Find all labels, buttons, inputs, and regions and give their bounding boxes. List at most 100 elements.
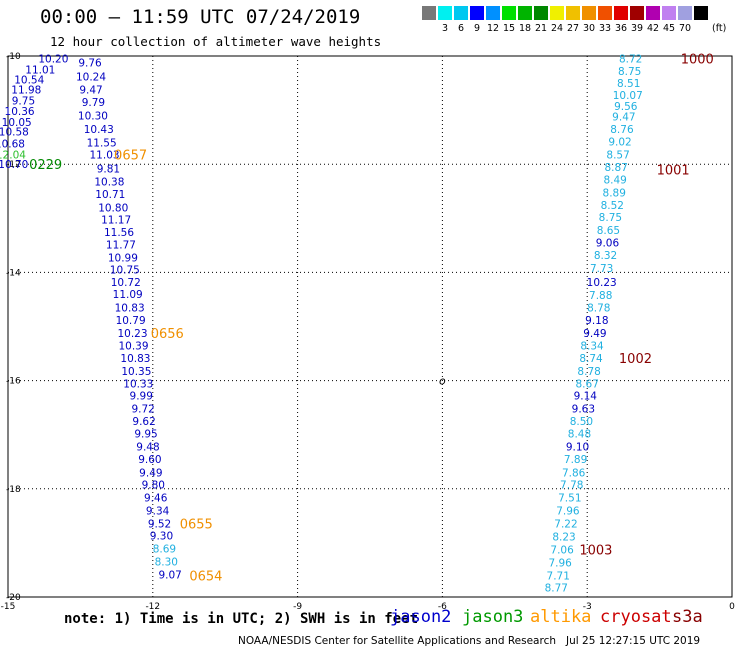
wave-height-label: 9.99: [130, 391, 153, 403]
wave-height-label: 9.10: [566, 442, 589, 454]
wave-height-label: 10.20: [38, 54, 68, 66]
wave-height-label: 8.32: [594, 250, 617, 262]
wave-height-label: 9.47: [612, 112, 635, 124]
wave-height-label: 10.99: [108, 252, 138, 264]
wave-height-label: 9.79: [82, 97, 105, 109]
wave-height-label: 9.72: [131, 404, 154, 416]
track-time-label: 0229: [29, 158, 62, 173]
color-scale-tick-label: 6: [457, 23, 465, 34]
legend-cryosat: cryosat: [600, 607, 672, 627]
wave-height-label: 11.01: [25, 65, 55, 77]
wave-height-label: 10.80: [98, 202, 128, 214]
color-swatch: [662, 6, 676, 20]
color-scale-tick-label: 42: [646, 23, 660, 34]
wave-height-label: 8.77: [545, 582, 568, 594]
wave-height-label: 10.23: [587, 277, 617, 289]
wave-height-label: 9.60: [138, 454, 161, 466]
color-scale-tick-label: 12: [486, 23, 500, 34]
color-scale-tick-label: 3: [441, 23, 449, 34]
wave-height-label: 10.38: [94, 177, 124, 189]
legend-altika: altika: [530, 607, 592, 627]
wave-height-label: 9.49: [139, 468, 162, 480]
chart-subtitle: 12 hour collection of altimeter wave hei…: [50, 34, 382, 49]
wave-height-label: 9.63: [572, 404, 595, 416]
wave-height-label: 9.80: [142, 479, 165, 491]
wave-height-label: 9.07: [158, 569, 181, 581]
y-tick-label: -16: [6, 377, 21, 387]
wave-height-label: 7.73: [590, 263, 613, 275]
wave-height-label: 8.48: [568, 429, 591, 441]
legend-jason2: jason2: [390, 607, 452, 627]
color-swatch: [470, 6, 484, 20]
y-tick-label: -14: [6, 268, 21, 278]
color-swatch: [646, 6, 660, 20]
wave-height-label: 10.07: [613, 90, 643, 102]
wave-height-label: 11.56: [104, 227, 134, 239]
track-time-label: 0656: [151, 327, 184, 342]
y-tick-label: -12: [6, 160, 21, 170]
wave-height-label: 9.48: [136, 442, 159, 454]
track-time-label: 0654: [189, 569, 222, 584]
wave-height-label: 11.98: [11, 85, 41, 97]
wave-height-label: 9.30: [150, 530, 173, 542]
color-scale-tick-label: 39: [630, 23, 644, 34]
wave-height-label: 10.72: [111, 277, 141, 289]
y-tick-label: -10: [6, 52, 21, 62]
wave-height-label: 7.71: [547, 570, 570, 582]
wave-height-label: 10.75: [110, 265, 140, 277]
credit-line: NOAA/NESDIS Center for Satellite Applica…: [238, 635, 701, 647]
wave-height-label: 8.65: [597, 225, 620, 237]
wave-height-label: 7.78: [560, 479, 583, 491]
color-scale-tick-label: 21: [534, 23, 548, 34]
note-text: note: 1) Time is in UTC; 2) SWH is in fe…: [64, 611, 419, 627]
wave-height-label: 7.86: [562, 468, 586, 480]
color-scale-unit: (ft): [712, 23, 727, 34]
color-scale-tick-label: 70: [678, 23, 692, 34]
wave-height-label: 10.33: [123, 378, 153, 390]
wave-height-label: 10.05: [2, 117, 32, 129]
wave-height-label: 9.49: [583, 328, 606, 340]
color-swatch: [630, 6, 644, 20]
legend-s3a: s3a: [672, 607, 703, 627]
wave-height-label: 10.43: [84, 124, 114, 136]
color-swatch: [566, 6, 580, 20]
color-swatch: [486, 6, 500, 20]
wave-height-label: 11.55: [87, 138, 117, 150]
wave-height-label: 8.74: [579, 353, 603, 365]
wave-height-label: 9.52: [148, 518, 171, 530]
color-scale-tick-label: 15: [502, 23, 516, 34]
wave-height-label: 8.78: [577, 366, 600, 378]
wave-height-label: 7.96: [548, 557, 572, 569]
wave-height-label: 8.23: [552, 531, 575, 543]
color-scale-tick-label: 45: [662, 23, 676, 34]
wave-height-label: 11.17: [101, 214, 131, 226]
wave-height-label: 11.03: [90, 149, 120, 161]
wave-height-label: 10.58: [0, 127, 29, 139]
wave-height-label: 8.75: [599, 212, 622, 224]
color-swatch: [454, 6, 468, 20]
color-swatch: [438, 6, 452, 20]
track-time-label: 1003: [579, 543, 612, 558]
wave-height-label: 10.39: [118, 340, 148, 352]
wave-height-label: 9.81: [97, 164, 120, 176]
x-tick-label: -3: [583, 602, 592, 612]
wave-height-label: 9.62: [132, 416, 155, 428]
color-swatch: [694, 6, 708, 20]
track-time-label: 1000: [681, 53, 714, 68]
wave-height-label: 8.69: [153, 543, 176, 555]
wave-height-label: 8.75: [618, 66, 641, 78]
wave-height-label: 9.47: [79, 85, 102, 97]
y-tick-label: -18: [6, 485, 21, 495]
wave-height-label: 9.06: [596, 238, 620, 250]
wave-height-label: 10.24: [76, 72, 106, 84]
wave-height-label: 10.71: [95, 189, 125, 201]
color-scale-tick-label: 9: [473, 23, 481, 34]
wave-height-label: 10.70: [0, 159, 28, 171]
wave-height-label: 8.76: [610, 124, 634, 136]
wave-height-label: 7.89: [564, 454, 587, 466]
color-scale-tick-label: 36: [614, 23, 628, 34]
wave-height-label: 8.30: [155, 556, 178, 568]
wave-height-label: 8.57: [606, 149, 629, 161]
x-tick-label: -9: [293, 602, 302, 612]
